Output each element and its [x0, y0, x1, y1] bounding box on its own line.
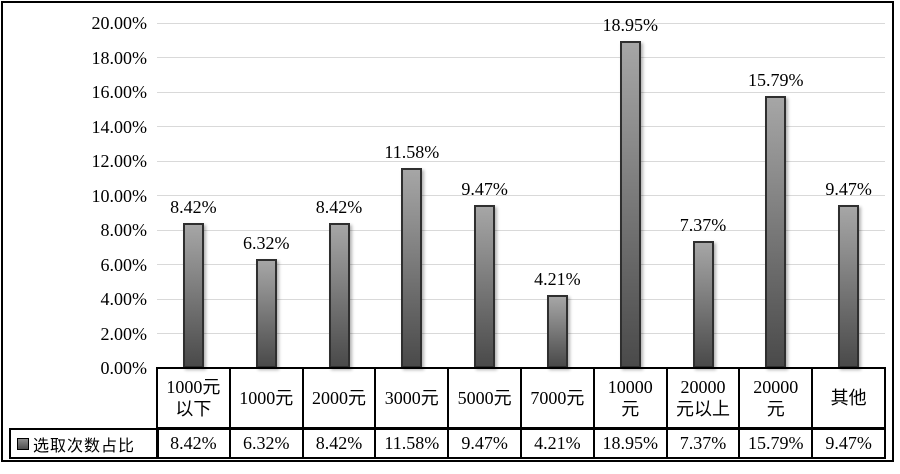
category-cell: 20000 元以上 — [665, 367, 741, 429]
category-label-line: 5000元 — [457, 387, 512, 408]
category-label-line: 7000元 — [530, 387, 585, 408]
category-label-line: 其他 — [830, 387, 867, 408]
category-label-line: 10000 — [607, 376, 653, 397]
bar — [692, 240, 714, 368]
legend-cell: 选取次数占比 — [9, 428, 159, 459]
category-label-line: 3000元 — [384, 387, 439, 408]
bar — [401, 168, 423, 368]
category-cell: 1000元 以下 — [156, 367, 231, 429]
category-label-line: 20000 — [680, 376, 726, 397]
bar-value-label: 4.21% — [534, 269, 581, 290]
gridline — [157, 298, 885, 300]
value-cell: 8.42% — [156, 428, 231, 459]
bar — [328, 222, 350, 368]
gridline — [157, 195, 885, 196]
bar — [182, 222, 204, 368]
category-label-line: 元 — [766, 399, 785, 419]
value-cell: 18.95% — [592, 428, 668, 459]
category-label-line: 20000 — [753, 376, 799, 397]
bar-value-label: 18.95% — [602, 15, 658, 36]
bar — [838, 204, 860, 368]
bar-value-label: 8.42% — [315, 196, 363, 217]
value-cell: 11.58% — [374, 428, 450, 459]
category-label-line: 元以上 — [675, 399, 730, 419]
y-axis-tick-label: 18.00% — [91, 47, 148, 68]
y-axis-tick-label: 12.00% — [91, 151, 148, 171]
bar — [474, 204, 496, 368]
value-cell: 15.79% — [738, 428, 814, 459]
y-axis-tick-label: 6.00% — [100, 254, 148, 275]
value-cell: 6.32% — [228, 428, 304, 459]
y-axis-tick-label: 14.00% — [91, 116, 148, 137]
bar-value-label: 11.58% — [384, 142, 440, 163]
bar-value-label: 8.42% — [170, 196, 217, 217]
gridline — [157, 22, 885, 24]
category-cell: 其他 — [811, 367, 886, 429]
gridline — [157, 264, 885, 265]
category-label-line: 元 — [621, 399, 640, 419]
category-cell: 3000元 — [374, 367, 450, 429]
category-label-line: 1000元 — [166, 376, 221, 397]
y-axis-tick-label: 16.00% — [91, 82, 148, 102]
category-label-line: 以下 — [175, 399, 212, 419]
bar-value-label: 7.37% — [679, 214, 727, 235]
category-cell: 20000 元 — [738, 367, 814, 429]
category-cell: 1000元 — [228, 367, 304, 429]
gridline — [157, 160, 885, 162]
category-cell: 5000元 — [447, 367, 522, 429]
category-cell: 2000元 — [301, 367, 377, 429]
y-axis-tick-label: 0.00% — [100, 358, 148, 378]
series-swatch-icon — [17, 437, 29, 450]
gridline — [157, 229, 885, 231]
y-axis-tick-label: 8.00% — [100, 220, 148, 240]
value-cell: 9.47% — [447, 428, 522, 459]
value-cell: 9.47% — [811, 428, 886, 459]
category-label-line: 1000元 — [239, 387, 294, 408]
category-label-line: 2000元 — [311, 387, 366, 408]
gridline — [157, 333, 885, 334]
bar-value-label: 6.32% — [242, 232, 290, 253]
value-cell: 8.42% — [301, 428, 377, 459]
y-axis-tick-label: 20.00% — [91, 13, 148, 33]
category-cell: 10000 元 — [592, 367, 668, 429]
bar — [619, 41, 641, 368]
y-axis-tick-label: 10.00% — [91, 185, 148, 206]
bar-value-label: 9.47% — [825, 178, 872, 199]
value-cell: 4.21% — [520, 428, 595, 459]
value-cell: 7.37% — [665, 428, 741, 459]
category-cell: 7000元 — [520, 367, 595, 429]
bar-value-label: 9.47% — [461, 178, 508, 199]
bar-value-label: 15.79% — [748, 69, 804, 90]
gridline — [157, 57, 885, 58]
bar — [546, 295, 568, 368]
bar — [765, 95, 787, 368]
bar — [255, 258, 277, 368]
y-axis-tick-label: 4.00% — [100, 289, 148, 309]
y-axis-tick-label: 2.00% — [100, 323, 148, 344]
gridline — [157, 126, 885, 127]
series-legend-label: 选取次数占比 — [33, 437, 136, 455]
gridline — [157, 91, 885, 93]
